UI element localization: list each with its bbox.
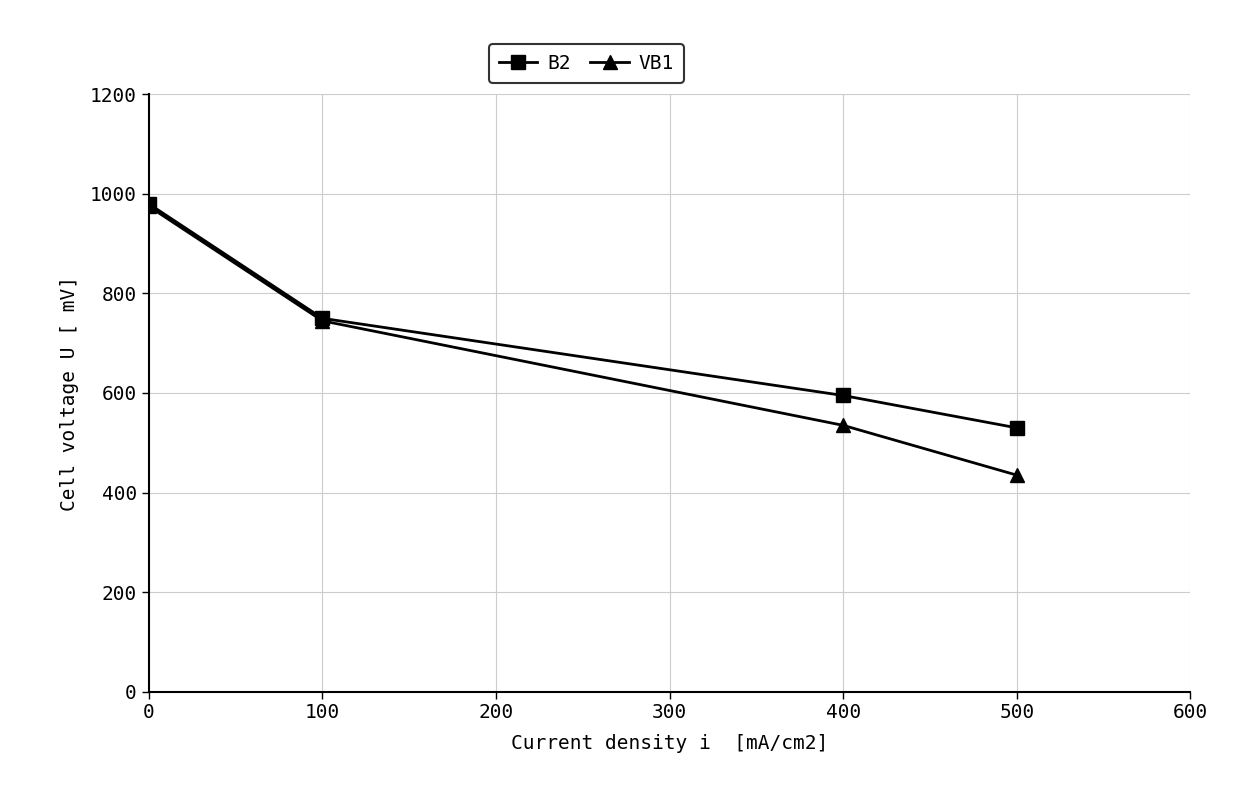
VB1	[141, 201, 156, 211]
B2	[836, 391, 851, 400]
Line: VB1: VB1	[141, 200, 1024, 482]
B2	[1009, 423, 1024, 432]
B2	[141, 199, 156, 208]
Legend: B2, VB1: B2, VB1	[489, 44, 683, 83]
VB1	[836, 421, 851, 430]
B2	[315, 314, 330, 323]
X-axis label: Current density i  [mA/cm2]: Current density i [mA/cm2]	[511, 733, 828, 753]
Line: B2: B2	[141, 196, 1024, 435]
Y-axis label: Cell voltage U [ mV]: Cell voltage U [ mV]	[60, 276, 79, 510]
VB1	[1009, 470, 1024, 479]
VB1	[315, 316, 330, 325]
